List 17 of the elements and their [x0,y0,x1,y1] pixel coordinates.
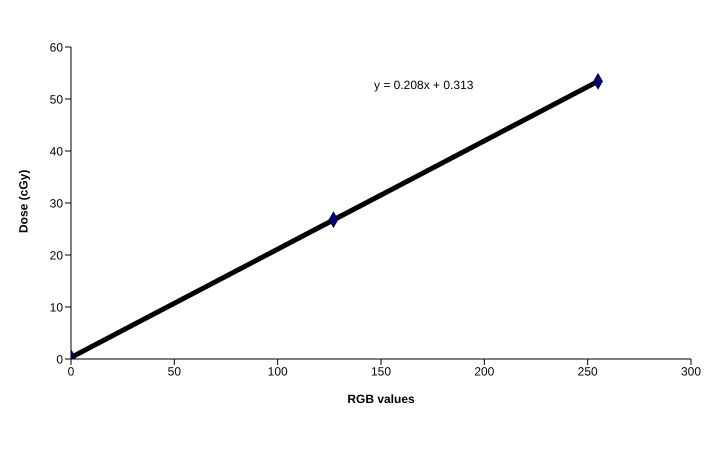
y-tick-label: 30 [50,196,64,210]
y-tick-label: 60 [50,40,64,54]
y-axis-title: Dose (cGy) [16,170,30,233]
x-tick-label: 250 [578,364,598,379]
x-tick-label: 200 [474,364,495,379]
x-tick-label: 150 [370,364,392,379]
annotation: y = 0.208x + 0.313 [374,78,474,92]
y-tick-label: 20 [50,248,64,262]
y-tick-label: 50 [50,92,64,106]
y-tick-label: 0 [56,352,64,366]
x-tick-label: 300 [680,364,702,379]
y-tick-label: 10 [50,300,64,314]
x-axis-title: RGB values [347,392,416,406]
x-tick-label: 0 [68,364,75,379]
x-tick-label: 100 [268,364,288,379]
x-tick-label: 50 [168,364,182,379]
y-tick-label: 40 [50,144,64,158]
